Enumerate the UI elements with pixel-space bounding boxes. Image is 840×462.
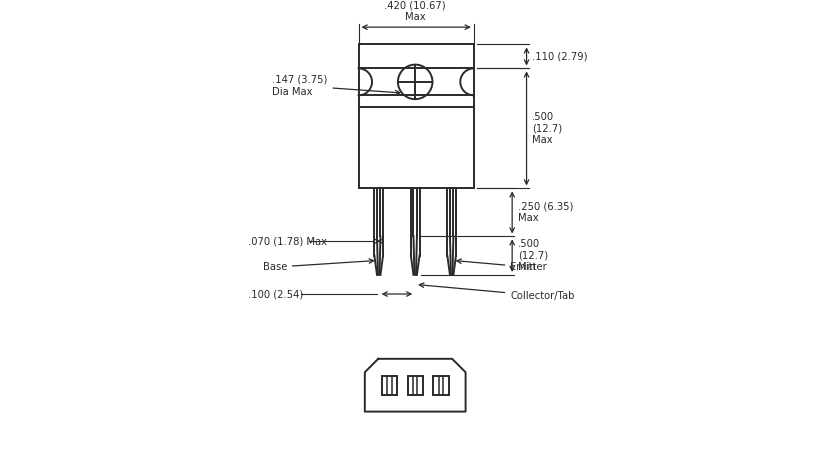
Text: .100 (2.54): .100 (2.54) [248, 289, 303, 299]
Text: .420 (10.67)
Max: .420 (10.67) Max [385, 1, 446, 22]
Text: Base: Base [263, 259, 374, 272]
Text: .250 (6.35)
Max: .250 (6.35) Max [518, 201, 573, 223]
Text: .110 (2.79): .110 (2.79) [533, 51, 588, 61]
Bar [359, 44, 474, 68]
Bar [359, 95, 474, 188]
Text: .147 (3.75)
Dia Max: .147 (3.75) Dia Max [272, 75, 400, 97]
Bar [407, 376, 423, 395]
Bar [381, 376, 397, 395]
Text: .500
(12.7)
Min: .500 (12.7) Min [518, 239, 548, 272]
Text: Emitter: Emitter [457, 259, 547, 272]
Text: .500
(12.7)
Max: .500 (12.7) Max [533, 112, 563, 145]
Bar [433, 376, 449, 395]
Text: Collector/Tab: Collector/Tab [419, 283, 575, 301]
Text: .070 (1.78) Max: .070 (1.78) Max [248, 236, 327, 246]
